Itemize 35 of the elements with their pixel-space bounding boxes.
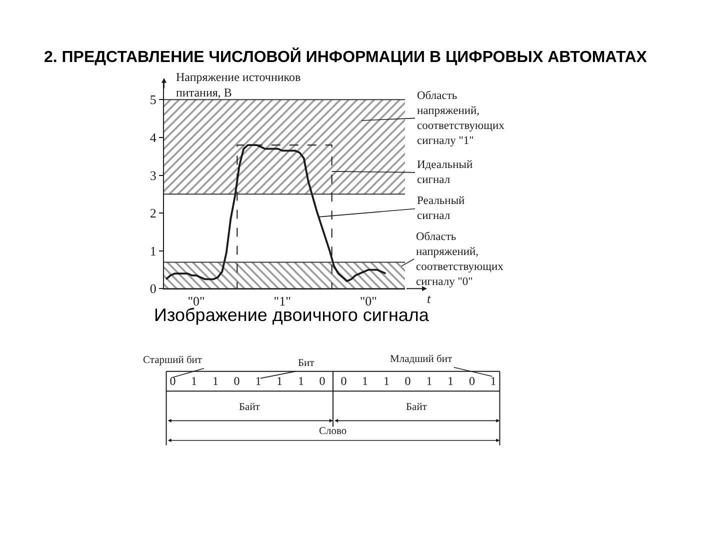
y-tick-label: 4 (150, 130, 157, 146)
data-label: 0 (234, 374, 240, 388)
text: Младший бит (390, 354, 452, 365)
x-axis-title: t (427, 291, 431, 306)
y-axis-title: Напряжение источников питания, В (176, 70, 302, 100)
data-label: 0 (340, 374, 347, 388)
text: Старший бит (143, 355, 202, 366)
data-label: 0 (468, 374, 475, 388)
data-label: 1 (448, 374, 454, 388)
band-label: Область напряжений, соответствующих сигналу "0" (416, 231, 504, 288)
chart-title: 2. ПРЕДСТАВЛЕНИЕ ЧИСЛОВОЙ ИНФОРМАЦИИ В ЦИФРОВЫХ АВТОМАТАХ (44, 47, 648, 66)
y-tick-label: 3 (150, 168, 156, 183)
y-tick-label: 1 (150, 243, 156, 258)
data-label: 1 (362, 374, 368, 388)
text: Реальный сигнал (417, 195, 465, 222)
y-tick-label: 2 (150, 206, 156, 221)
data-label: 1 (212, 374, 218, 388)
data-label: 1 (383, 374, 390, 388)
data-label: 0 (170, 374, 176, 388)
data-label: 1 (298, 374, 304, 388)
data-label: 1 (490, 374, 496, 388)
data-label: 1 (276, 374, 283, 388)
data-label: 1 (255, 374, 262, 388)
data-label: 1 (426, 374, 432, 388)
data-label: 0 (404, 374, 411, 388)
text: Байт (239, 402, 260, 413)
data-label: 0 (319, 374, 326, 388)
y-tick-label: 0 (150, 281, 156, 296)
band-label: Область напряжений, соответствующих сигналу "1" (417, 90, 505, 147)
text: Бит (298, 358, 315, 369)
data-label: 1 (191, 374, 198, 388)
text: Байт (406, 402, 428, 413)
y-tick-label: 5 (150, 92, 156, 108)
text: Идеальный сигнал (417, 159, 473, 186)
text: Слово (319, 426, 347, 437)
